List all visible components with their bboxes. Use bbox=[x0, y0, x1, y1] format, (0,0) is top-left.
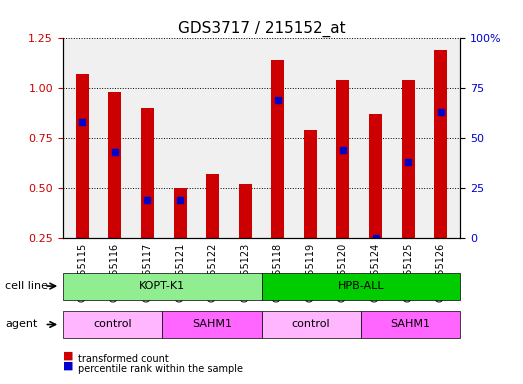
Bar bbox=[434, 50, 447, 238]
Text: control: control bbox=[292, 319, 331, 329]
Text: ■: ■ bbox=[63, 361, 73, 371]
Title: GDS3717 / 215152_at: GDS3717 / 215152_at bbox=[178, 21, 345, 37]
Bar bbox=[206, 174, 219, 238]
Bar bbox=[369, 114, 382, 238]
Bar bbox=[336, 80, 349, 238]
Bar bbox=[402, 80, 415, 238]
Bar bbox=[174, 188, 187, 238]
Text: control: control bbox=[93, 319, 132, 329]
Text: agent: agent bbox=[5, 319, 38, 329]
Bar bbox=[238, 184, 252, 238]
Text: cell line: cell line bbox=[5, 281, 48, 291]
Bar bbox=[141, 108, 154, 238]
Bar bbox=[108, 92, 121, 238]
Bar bbox=[76, 74, 89, 238]
Bar bbox=[271, 60, 285, 238]
Bar bbox=[304, 130, 317, 238]
Text: SAHM1: SAHM1 bbox=[391, 319, 430, 329]
Text: SAHM1: SAHM1 bbox=[192, 319, 232, 329]
Text: ■: ■ bbox=[63, 351, 73, 361]
Text: HPB-ALL: HPB-ALL bbox=[337, 281, 384, 291]
Text: percentile rank within the sample: percentile rank within the sample bbox=[78, 364, 243, 374]
Text: transformed count: transformed count bbox=[78, 354, 169, 364]
Text: KOPT-K1: KOPT-K1 bbox=[139, 281, 185, 291]
